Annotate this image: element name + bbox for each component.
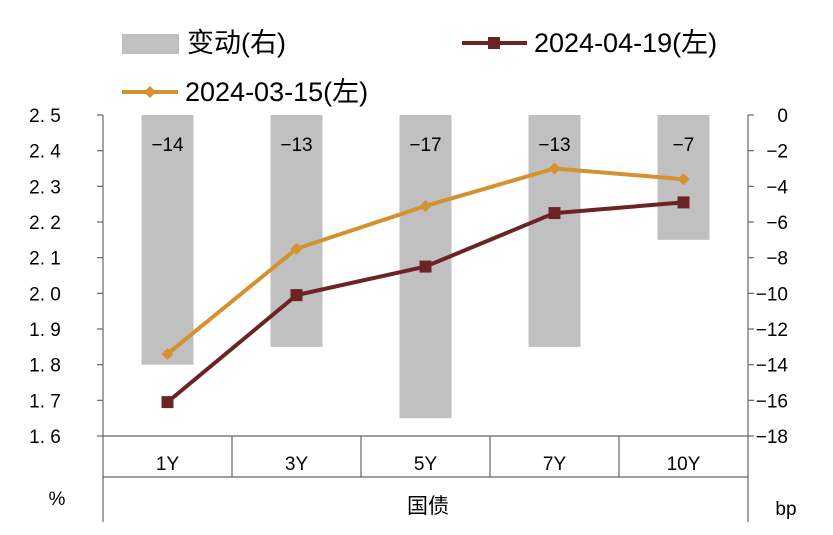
point-10Y xyxy=(677,173,690,186)
bar-label-7Y: −13 xyxy=(538,135,570,156)
point-10Y xyxy=(677,196,690,209)
x-tick-label-10Y: 10Y xyxy=(667,454,701,475)
right-tick-label: −14 xyxy=(756,356,789,377)
right-axis-unit: bp xyxy=(775,499,796,520)
right-tick-label: −2 xyxy=(766,142,788,163)
x-tick-label-5Y: 5Y xyxy=(414,454,438,475)
left-tick-label: 1. 9 xyxy=(29,320,61,341)
x-tick-label-3Y: 3Y xyxy=(285,454,309,475)
axes: 2. 5 2. 4 2. 3 2. 2 2. 1 2. 0 1. 9 1. 8 1. 7 1. 6… xyxy=(29,106,788,522)
bar-series xyxy=(141,115,710,419)
line-series xyxy=(161,162,690,409)
left-tick-label: 1. 6 xyxy=(29,427,61,448)
right-tick-label: −12 xyxy=(756,320,788,341)
point-7Y xyxy=(548,207,561,220)
point-5Y xyxy=(419,260,432,273)
legend-label-bar: 变动(右) xyxy=(187,28,286,58)
left-tick-label: 2. 1 xyxy=(29,249,61,270)
point-1Y xyxy=(161,396,174,409)
right-tick-label: −4 xyxy=(766,177,788,198)
right-tick-label: −18 xyxy=(756,427,788,448)
point-7Y xyxy=(548,162,561,175)
left-tick-label: 2. 2 xyxy=(29,213,61,234)
bar-label-10Y: −7 xyxy=(673,135,695,156)
right-tick-label: −6 xyxy=(766,213,788,234)
series-0 xyxy=(161,196,690,409)
left-tick-label: 2. 5 xyxy=(29,106,61,127)
bar-1Y xyxy=(141,115,194,365)
point-1Y xyxy=(161,347,174,360)
legend-swatch-bar xyxy=(122,34,179,54)
legend-label-line-2: 2024-03-15(左) xyxy=(185,77,368,107)
point-3Y xyxy=(290,289,303,302)
x-axis-title: 国债 xyxy=(407,495,449,518)
bar-labels: −14 −13 −17 −13 −7 xyxy=(151,135,694,156)
point-3Y xyxy=(290,242,303,255)
right-tick-label: −16 xyxy=(756,391,788,412)
series-1 xyxy=(161,162,690,360)
right-tick-label: 0 xyxy=(777,106,788,127)
bar-7Y xyxy=(528,115,581,347)
right-tick-label: −10 xyxy=(756,284,788,305)
right-tick-label: −8 xyxy=(766,249,788,270)
left-tick-label: 2. 0 xyxy=(29,284,61,305)
bar-label-3Y: −13 xyxy=(280,135,312,156)
legend-label-line-1: 2024-04-19(左) xyxy=(534,28,717,58)
bar-label-5Y: −17 xyxy=(409,135,441,156)
left-tick-label: 1. 8 xyxy=(29,356,61,377)
left-tick-label: 1. 7 xyxy=(29,391,61,412)
left-axis-unit: % xyxy=(49,489,66,510)
x-tick-label-1Y: 1Y xyxy=(156,454,180,475)
x-tick-label-7Y: 7Y xyxy=(543,454,567,475)
left-tick-label: 2. 3 xyxy=(29,177,61,198)
left-tick-label: 2. 4 xyxy=(29,142,61,163)
point-5Y xyxy=(419,199,432,212)
legend-marker-2 xyxy=(144,86,156,98)
legend: 变动(右) 2024-04-19(左) 2024-03-15(左) xyxy=(122,28,717,107)
bar-label-1Y: −14 xyxy=(151,135,184,156)
legend-marker-1 xyxy=(488,37,500,49)
